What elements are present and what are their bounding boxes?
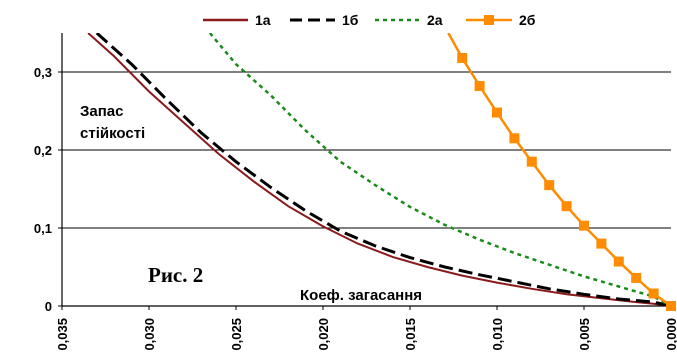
y-tick-label: 0,3 — [34, 65, 52, 80]
series-marker — [561, 201, 572, 212]
series-marker — [492, 107, 502, 118]
y-axis-title: Запас стійкості — [80, 103, 145, 142]
x-tick-label: 0,025 — [229, 318, 244, 351]
legend-marker — [484, 15, 494, 25]
y-tick-label: 0,2 — [34, 143, 52, 158]
series-layer — [87, 33, 676, 311]
y-axis-title-line-1: Запас — [80, 103, 123, 120]
gridlines — [62, 71, 671, 229]
x-tick-label: 0,010 — [490, 318, 505, 351]
legend-label: 2а — [427, 12, 443, 28]
legend-label: 1б — [342, 12, 359, 28]
figure-label: Рис. 2 — [148, 263, 203, 287]
series-marker — [526, 156, 537, 167]
y-tick-label: 0,1 — [34, 221, 52, 236]
series-marker — [457, 52, 468, 63]
series-marker — [474, 81, 485, 92]
legend-label: 2б — [519, 12, 536, 28]
axes — [61, 33, 671, 307]
series-marker — [596, 238, 607, 249]
x-tick-label: 0,030 — [142, 318, 157, 351]
series-line-3 — [208, 33, 672, 308]
x-tick-label: 0,015 — [403, 318, 418, 351]
series-marker — [509, 133, 520, 144]
series-line-1 — [87, 33, 672, 307]
series-marker — [631, 272, 642, 283]
series-line-4 — [447, 33, 672, 308]
series-marker — [666, 301, 676, 311]
series-line-2 — [95, 33, 672, 308]
y-tick-labels: 0 0,1 0,2 0,3 — [34, 65, 62, 314]
x-axis-title: Коеф. загасання — [300, 287, 422, 304]
y-tick-label: 0 — [45, 299, 52, 314]
x-tick-label: 0,005 — [577, 318, 592, 351]
series-marker — [648, 288, 659, 299]
x-tick-labels: 0,035 0,030 0,025 0,020 0,015 0,010 0,005 0,000 — [55, 306, 677, 351]
series-marker — [613, 256, 624, 267]
x-tick-label: 0,020 — [316, 318, 331, 351]
x-tick-label: 0,000 — [664, 318, 677, 351]
series-marker — [544, 180, 555, 191]
legend-label: 1а — [255, 12, 271, 28]
series-marker — [579, 220, 589, 231]
legend: 1а 1б 2а 2б — [203, 12, 536, 28]
y-axis-title-line-2: стійкості — [80, 125, 145, 142]
x-tick-label: 0,035 — [55, 318, 70, 351]
